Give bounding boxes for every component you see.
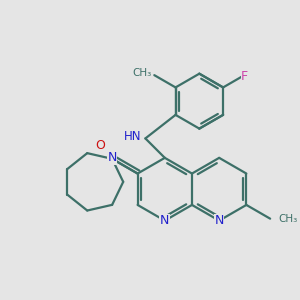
Text: O: O	[95, 139, 105, 152]
Text: CH₃: CH₃	[278, 214, 297, 224]
Text: F: F	[241, 70, 248, 83]
Text: HN: HN	[124, 130, 142, 143]
Text: N: N	[107, 151, 117, 164]
Text: N: N	[214, 214, 224, 227]
Text: CH₃: CH₃	[132, 68, 152, 78]
Text: N: N	[160, 214, 170, 227]
